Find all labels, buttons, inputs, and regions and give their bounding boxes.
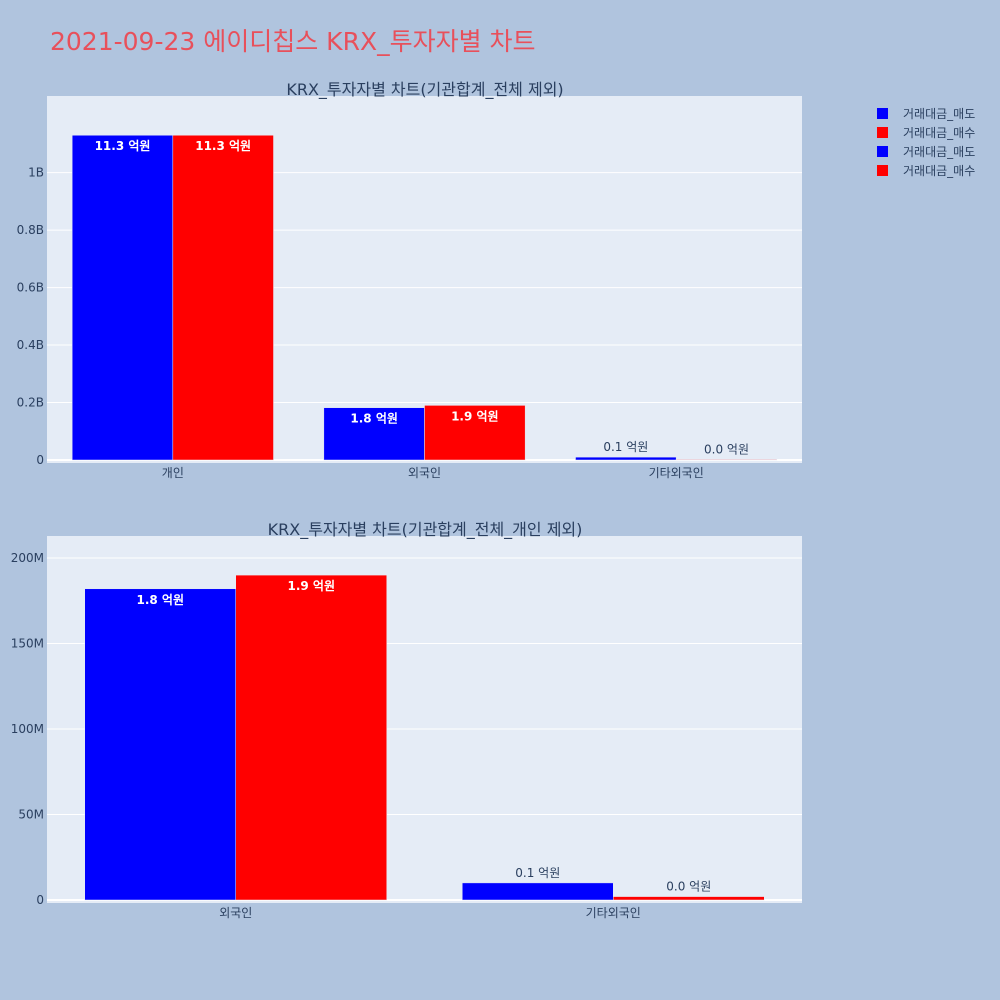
x-tick-label: 개인	[162, 466, 184, 480]
bar[interactable]	[462, 882, 614, 901]
bar[interactable]	[613, 896, 765, 901]
bar[interactable]	[323, 407, 425, 461]
bar-data-label: 0.0 억원	[666, 880, 711, 894]
bar-data-label: 1.9 억원	[287, 579, 335, 593]
legend-label[interactable]: 거래대금_매수	[903, 126, 975, 140]
y-tick-label: 1B	[28, 166, 44, 180]
y-tick-label: 150M	[11, 637, 44, 651]
bar[interactable]	[675, 459, 778, 461]
bar[interactable]	[235, 574, 387, 901]
bar-data-label: 1.8 억원	[136, 593, 184, 607]
bar-data-label: 0.1 억원	[603, 440, 648, 454]
y-tick-label: 0	[36, 453, 44, 467]
bar[interactable]	[84, 588, 236, 901]
y-tick-label: 0.6B	[17, 281, 44, 295]
legend-label[interactable]: 거래대금_매도	[903, 145, 975, 159]
chart-title: KRX_투자자별 차트(기관합계_전체 제외)	[286, 80, 563, 100]
legend-label[interactable]: 거래대금_매도	[903, 107, 975, 121]
bar-data-label: 1.9 억원	[451, 409, 499, 423]
legend-swatch	[877, 108, 888, 119]
bar-data-label: 11.3 억원	[195, 139, 251, 153]
x-tick-label: 외국인	[219, 906, 252, 920]
bar[interactable]	[424, 405, 526, 461]
y-tick-label: 0.4B	[17, 338, 44, 352]
y-tick-label: 0.2B	[17, 396, 44, 410]
legend-swatch	[877, 127, 888, 138]
chart-1: 0 0.2B 0.4B 0.6B 0.8B 1B KRX_투자자별 차트(기관합계_전체 제…	[17, 80, 802, 480]
y-tick-label: 0.8B	[17, 223, 44, 237]
bar-data-label: 0.0 억원	[704, 442, 749, 456]
bar[interactable]	[71, 134, 174, 461]
bar[interactable]	[172, 134, 274, 461]
y-tick-label: 200M	[11, 551, 44, 565]
bar-data-label: 0.1 억원	[515, 866, 560, 880]
bar-data-label: 1.8 억원	[350, 412, 398, 426]
x-tick-label: 기타외국인	[586, 906, 641, 920]
legend-swatch	[877, 146, 888, 157]
y-tick-label: 50M	[18, 808, 44, 822]
x-tick-label: 외국인	[408, 466, 441, 480]
x-tick-label: 기타외국인	[649, 466, 704, 480]
bar[interactable]	[575, 456, 677, 461]
legend-label[interactable]: 거래대금_매수	[903, 164, 975, 178]
chart-2: 0 50M 100M 150M 200M KRX_투자자별 차트(기관합계_전체_개인 제…	[11, 520, 802, 920]
legend-swatch	[877, 165, 888, 176]
chart-title: KRX_투자자별 차트(기관합계_전체_개인 제외)	[268, 520, 583, 540]
y-tick-label: 0	[36, 893, 44, 907]
bar-data-label: 11.3 억원	[95, 139, 151, 153]
page-title: 2021-09-23 에이디칩스 KRX_투자자별 차트	[50, 27, 536, 56]
y-tick-label: 100M	[11, 722, 44, 736]
